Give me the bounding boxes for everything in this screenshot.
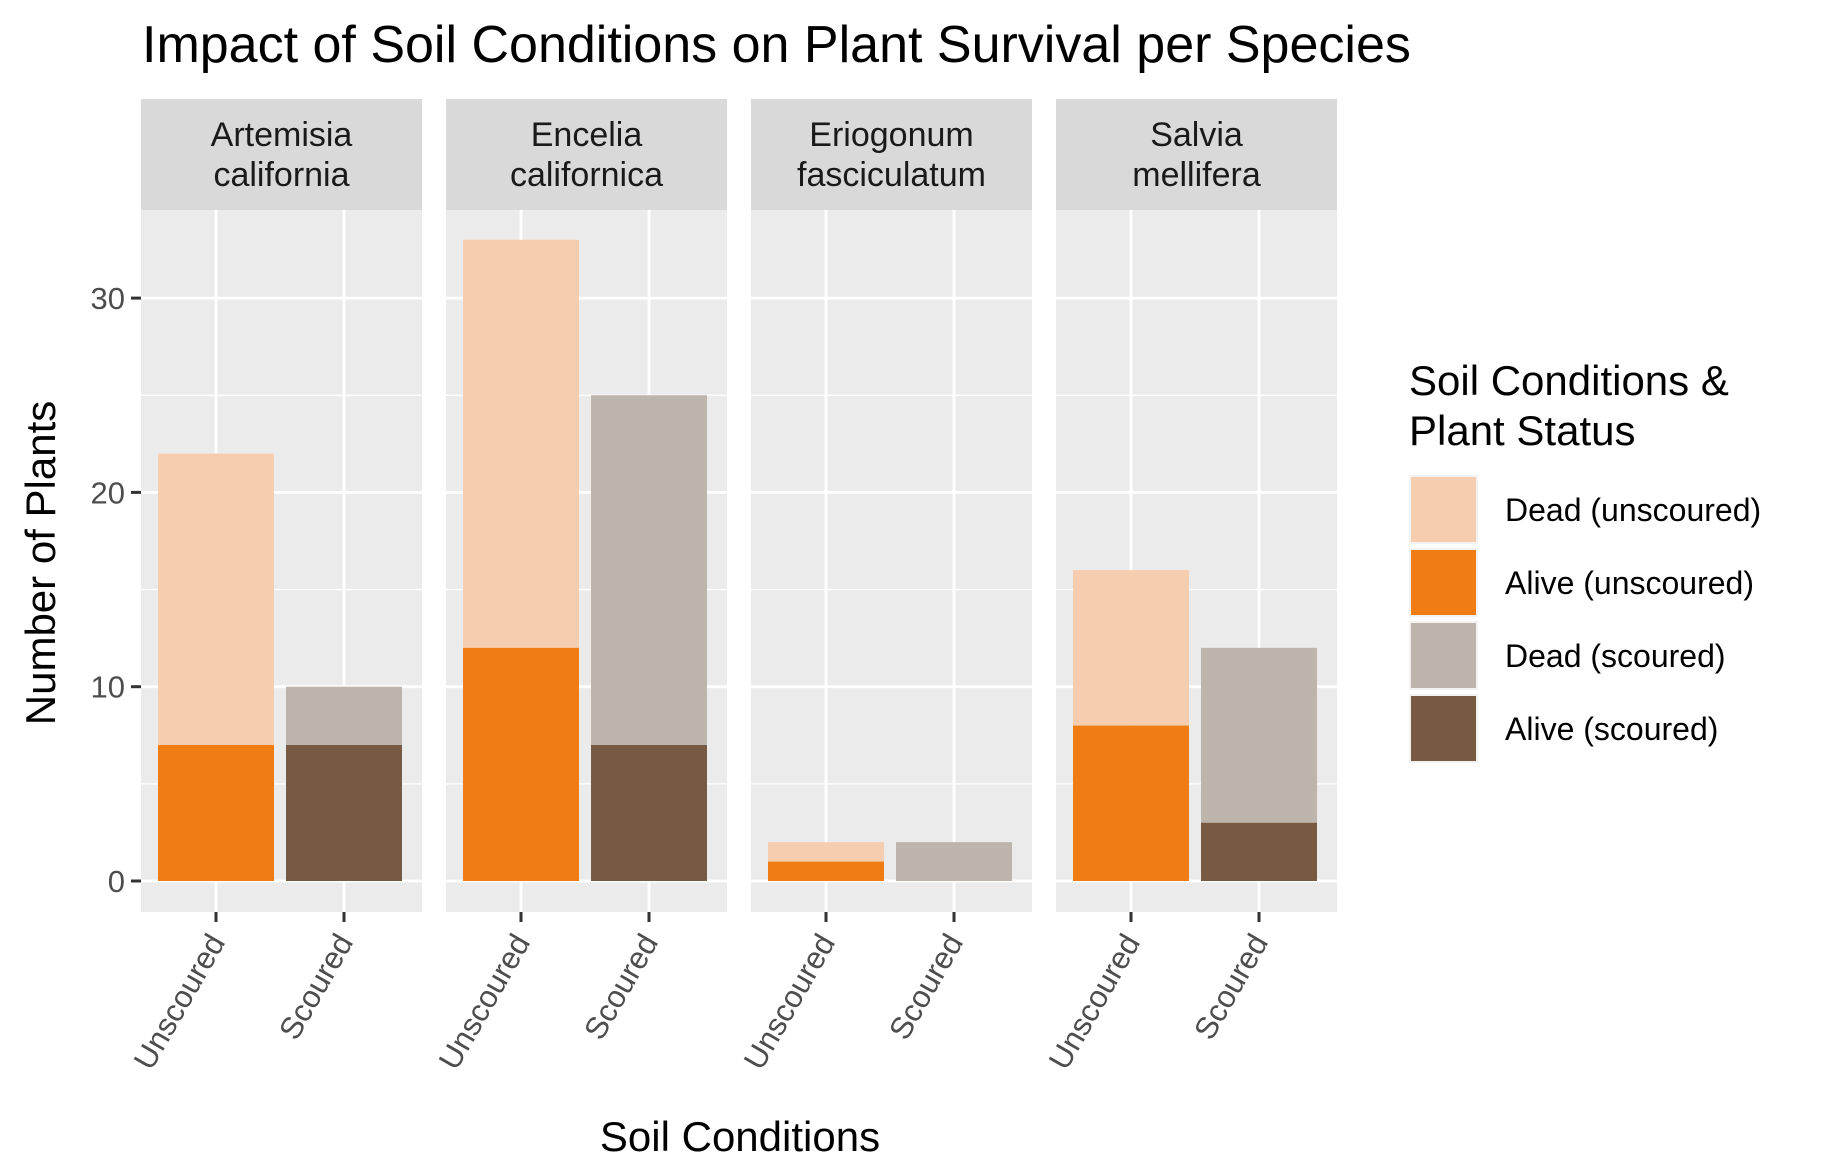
y-tick-label: 20: [91, 475, 125, 510]
y-axis: 0 10 20 30: [91, 281, 141, 899]
x-tick-label: Unscoured: [737, 928, 842, 1075]
bar-dead-segment: [591, 395, 707, 745]
facet-label: california: [213, 156, 349, 194]
facet-label: Artemisia: [211, 116, 353, 154]
x-tick-label: Scoured: [272, 928, 360, 1045]
legend-swatch: [1411, 550, 1476, 615]
bar-dead-segment: [158, 453, 274, 745]
legend-label: Alive (scoured): [1505, 711, 1718, 747]
legend-swatch: [1411, 477, 1476, 542]
legend: Soil Conditions &Plant Status Dead (unsco…: [1409, 357, 1761, 763]
facet-label: Eriogonum: [809, 116, 973, 154]
legend-title: Soil Conditions &: [1409, 357, 1729, 404]
y-tick-label: 0: [108, 864, 125, 899]
x-tick-label: Scoured: [882, 928, 970, 1045]
bar-alive-segment: [591, 744, 707, 881]
legend-label: Dead (scoured): [1505, 638, 1726, 674]
panel-background: [751, 210, 1032, 912]
facet-strip: [751, 99, 1032, 210]
x-tick-label: Scoured: [577, 928, 665, 1045]
legend-label: Dead (unscoured): [1505, 492, 1761, 528]
y-axis-title: Number of Plants: [17, 401, 64, 725]
facet-label: californica: [510, 156, 663, 194]
bar-alive-segment: [158, 744, 274, 881]
x-tick-label: Scoured: [1187, 928, 1275, 1045]
bar-dead-segment: [1073, 570, 1189, 726]
bar-alive-segment: [286, 744, 402, 881]
facet-label: mellifera: [1132, 156, 1261, 194]
x-tick-label: Unscoured: [127, 928, 232, 1075]
facet-label: Salvia: [1150, 116, 1243, 154]
bar-alive-segment: [768, 861, 884, 881]
x-tick-label: Unscoured: [432, 928, 537, 1075]
legend-swatch: [1411, 623, 1476, 688]
facet-strip: [141, 99, 422, 210]
facet-strip: [446, 99, 727, 210]
bar-alive-segment: [1201, 822, 1317, 881]
bar-dead-segment: [1201, 647, 1317, 823]
y-tick-label: 30: [91, 281, 125, 316]
x-tick-label: Unscoured: [1042, 928, 1147, 1075]
chart-title: Impact of Soil Conditions on Plant Survi…: [142, 16, 1411, 74]
bar-dead-segment: [286, 686, 402, 745]
bar-alive-segment: [463, 647, 579, 881]
bar-alive-segment: [1073, 725, 1189, 881]
facet-label: Encelia: [531, 116, 643, 154]
legend-swatch: [1411, 696, 1476, 761]
bar-dead-segment: [463, 239, 579, 648]
y-tick-label: 10: [91, 670, 125, 705]
legend-title: Plant Status: [1409, 407, 1635, 454]
bar-dead-segment: [896, 842, 1012, 881]
x-axis-title: Soil Conditions: [600, 1113, 880, 1160]
facet-label: fasciculatum: [797, 156, 986, 194]
facet-strip: [1056, 99, 1337, 210]
legend-label: Alive (unscoured): [1505, 565, 1754, 601]
bar-dead-segment: [768, 842, 884, 862]
